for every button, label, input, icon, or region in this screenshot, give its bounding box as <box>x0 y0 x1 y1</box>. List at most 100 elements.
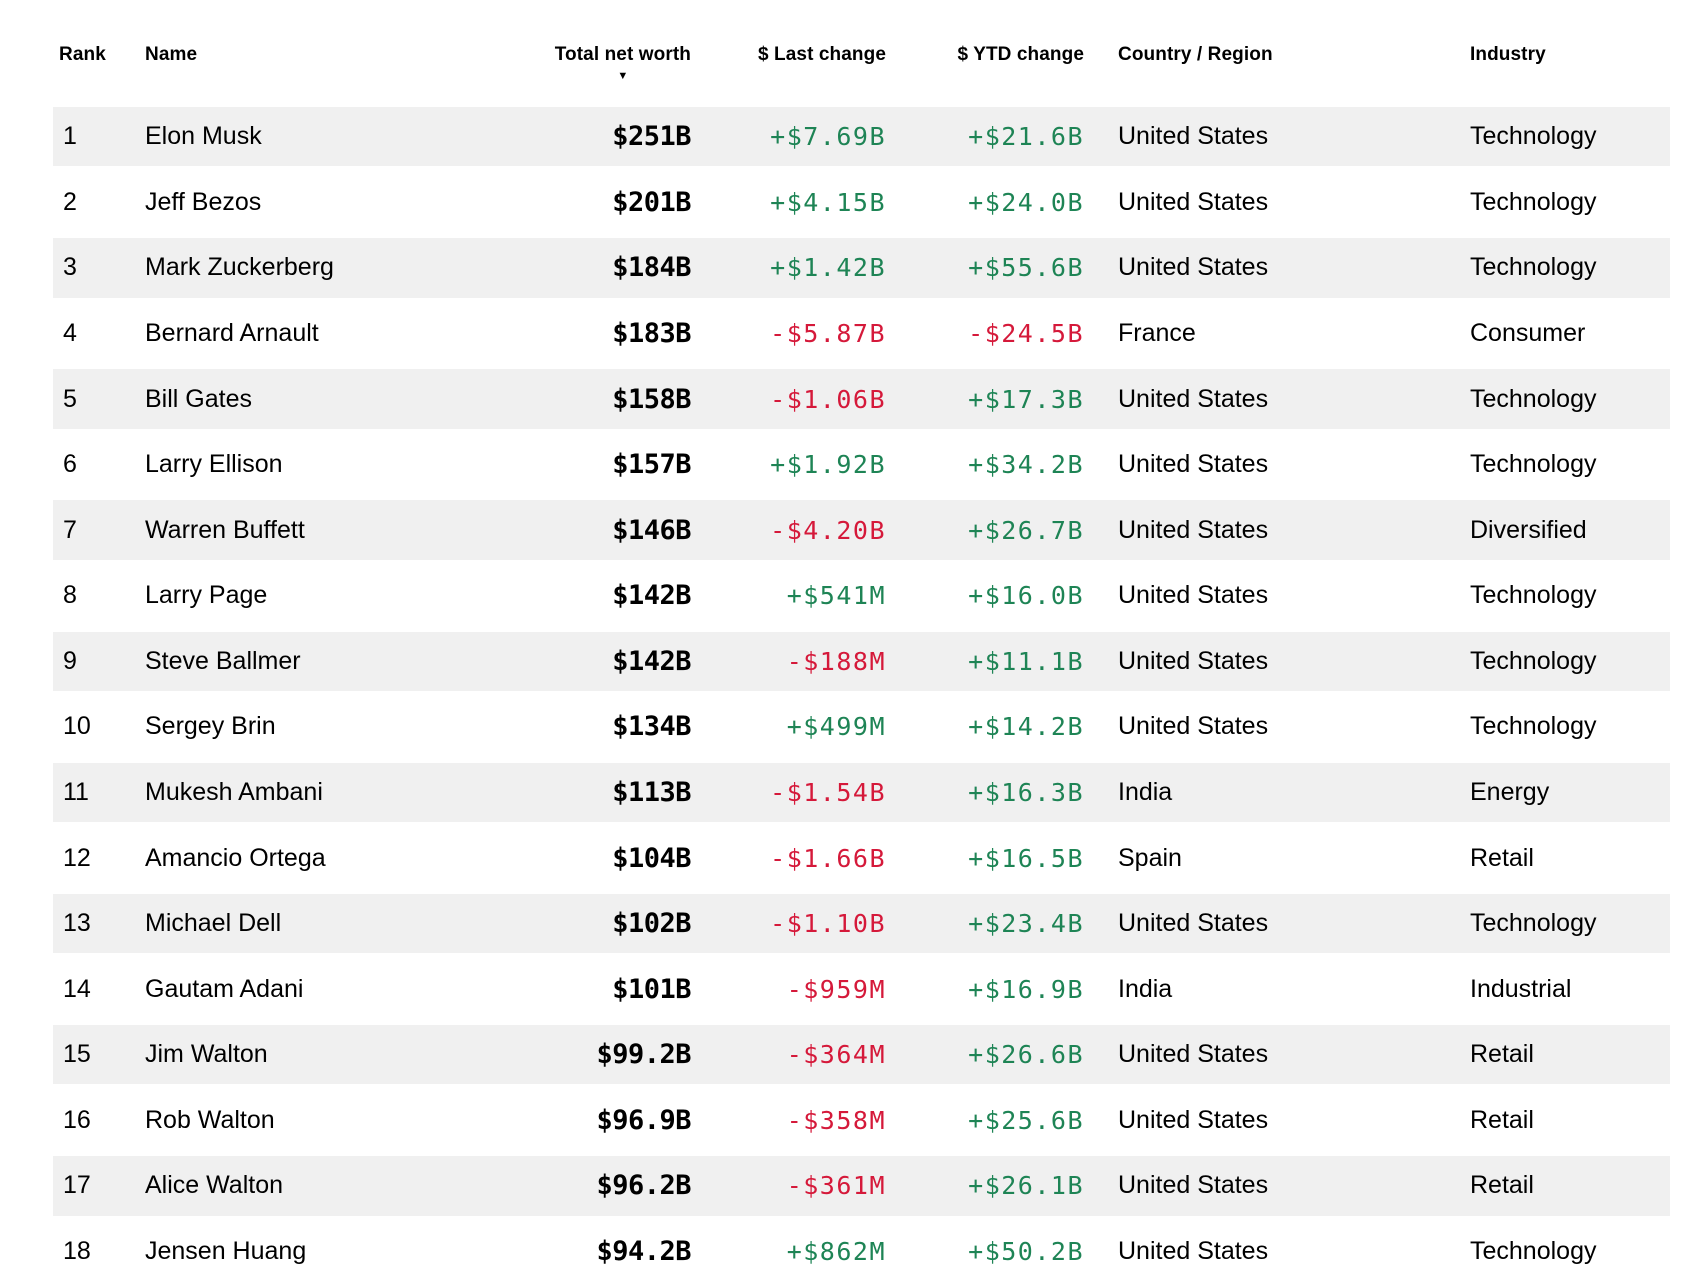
industry-cell: Technology <box>1470 714 1597 740</box>
last-change-cell: +$499M <box>786 714 886 740</box>
ytd-change-cell: +$11.1B <box>968 648 1084 674</box>
last-change-cell: -$188M <box>786 648 886 674</box>
name-cell[interactable]: Gautam Adani <box>145 976 304 1002</box>
name-cell[interactable]: Bernard Arnault <box>145 320 319 346</box>
ytd-change-cell: +$34.2B <box>968 452 1084 478</box>
last-change-cell: -$1.54B <box>770 779 886 805</box>
ytd-change-cell: +$16.9B <box>968 976 1084 1002</box>
last-change-cell: -$1.06B <box>770 386 886 412</box>
name-cell[interactable]: Steve Ballmer <box>145 648 301 674</box>
ytd-change-cell: +$21.6B <box>968 124 1084 150</box>
table-row: 2 Jeff Bezos $201B +$4.15B +$24.0B Unite… <box>53 173 1670 232</box>
net-worth-cell: $96.9B <box>596 1106 691 1134</box>
table-row: 9 Steve Ballmer $142B -$188M +$11.1B Uni… <box>53 631 1670 692</box>
name-cell[interactable]: Rob Walton <box>145 1107 275 1133</box>
industry-cell: Retail <box>1470 1042 1534 1068</box>
name-cell[interactable]: Michael Dell <box>145 911 282 937</box>
name-cell[interactable]: Alice Walton <box>145 1173 284 1199</box>
name-cell[interactable]: Bill Gates <box>145 386 252 412</box>
industry-cell: Technology <box>1470 583 1597 609</box>
name-cell[interactable]: Larry Ellison <box>145 452 283 478</box>
rank-cell: 15 <box>63 1042 91 1068</box>
table-row: 11 Mukesh Ambani $113B -$1.54B +$16.3B I… <box>53 762 1670 823</box>
rank-cell: 12 <box>63 845 91 871</box>
name-cell[interactable]: Jeff Bezos <box>145 189 262 215</box>
ytd-change-cell: +$55.6B <box>968 255 1084 281</box>
column-header-country-region[interactable]: Country / Region <box>1118 44 1273 65</box>
rank-cell: 9 <box>63 648 77 674</box>
name-cell[interactable]: Larry Page <box>145 583 268 609</box>
name-cell[interactable]: Mukesh Ambani <box>145 779 323 805</box>
country-cell: United States <box>1118 1173 1269 1199</box>
net-worth-cell: $113B <box>612 778 691 806</box>
country-cell: France <box>1118 320 1196 346</box>
net-worth-cell: $96.2B <box>596 1172 691 1200</box>
table-row: 8 Larry Page $142B +$541M +$16.0B United… <box>53 566 1670 625</box>
country-cell: United States <box>1118 714 1269 740</box>
table-row: 13 Michael Dell $102B -$1.10B +$23.4B Un… <box>53 893 1670 954</box>
table-row: 14 Gautam Adani $101B -$959M +$16.9B Ind… <box>53 960 1670 1019</box>
name-cell[interactable]: Sergey Brin <box>145 714 276 740</box>
table-row: 18 Jensen Huang $94.2B +$862M +$50.2B Un… <box>53 1222 1670 1276</box>
table-row: 5 Bill Gates $158B -$1.06B +$17.3B Unite… <box>53 369 1670 429</box>
table-row: 10 Sergey Brin $134B +$499M +$14.2B Unit… <box>53 697 1670 756</box>
industry-cell: Diversified <box>1470 517 1587 543</box>
ytd-change-cell: +$50.2B <box>968 1239 1084 1265</box>
name-cell[interactable]: Jim Walton <box>145 1042 268 1068</box>
country-cell: United States <box>1118 1239 1269 1265</box>
name-cell[interactable]: Elon Musk <box>145 124 262 150</box>
ytd-change-cell: -$24.5B <box>968 320 1084 346</box>
rank-cell: 18 <box>63 1239 91 1265</box>
sort-descending-icon: ▼ <box>617 70 629 82</box>
country-cell: United States <box>1118 648 1269 674</box>
table-row: 15 Jim Walton $99.2B -$364M +$26.6B Unit… <box>53 1025 1670 1085</box>
country-cell: United States <box>1118 1107 1269 1133</box>
net-worth-cell: $183B <box>612 319 691 347</box>
country-cell: United States <box>1118 452 1269 478</box>
industry-cell: Consumer <box>1470 320 1586 346</box>
industry-cell: Technology <box>1470 648 1597 674</box>
table-row: 16 Rob Walton $96.9B -$358M +$25.6B Unit… <box>53 1091 1670 1150</box>
net-worth-cell: $104B <box>612 844 691 872</box>
ytd-change-cell: +$16.5B <box>968 845 1084 871</box>
country-cell: United States <box>1118 911 1269 937</box>
last-change-cell: +$4.15B <box>770 189 886 215</box>
column-header-name[interactable]: Name <box>145 44 198 65</box>
column-header-rank[interactable]: Rank <box>59 44 106 65</box>
column-header-last-change[interactable]: $ Last change <box>757 44 886 65</box>
last-change-cell: -$1.66B <box>770 845 886 871</box>
ytd-change-cell: +$26.6B <box>968 1042 1084 1068</box>
ytd-change-cell: +$25.6B <box>968 1107 1084 1133</box>
ytd-change-cell: +$26.7B <box>968 517 1084 543</box>
last-change-cell: -$5.87B <box>770 320 886 346</box>
last-change-cell: -$1.10B <box>770 911 886 937</box>
country-cell: United States <box>1118 1042 1269 1068</box>
last-change-cell: -$361M <box>786 1173 886 1199</box>
column-header-ytd-change[interactable]: $ YTD change <box>957 44 1084 65</box>
ytd-change-cell: +$14.2B <box>968 714 1084 740</box>
name-cell[interactable]: Jensen Huang <box>145 1239 307 1265</box>
net-worth-cell: $142B <box>612 582 691 610</box>
industry-cell: Retail <box>1470 1107 1534 1133</box>
country-cell: United States <box>1118 124 1269 150</box>
name-cell[interactable]: Amancio Ortega <box>145 845 326 871</box>
last-change-cell: -$4.20B <box>770 517 886 543</box>
column-header-total-net-worth-label: Total net worth <box>554 44 691 65</box>
name-cell[interactable]: Mark Zuckerberg <box>145 255 334 281</box>
rank-cell: 13 <box>63 911 91 937</box>
column-header-industry[interactable]: Industry <box>1470 44 1546 65</box>
industry-cell: Technology <box>1470 124 1597 150</box>
rank-cell: 6 <box>63 452 77 478</box>
last-change-cell: +$1.92B <box>770 452 886 478</box>
industry-cell: Technology <box>1470 452 1597 478</box>
country-cell: India <box>1118 779 1173 805</box>
industry-cell: Technology <box>1470 386 1597 412</box>
rank-cell: 1 <box>63 124 77 150</box>
name-cell[interactable]: Warren Buffett <box>145 517 305 543</box>
net-worth-cell: $134B <box>612 713 691 741</box>
country-cell: India <box>1118 976 1173 1002</box>
column-header-total-net-worth[interactable]: Total net worth ▼ <box>541 44 691 82</box>
country-cell: United States <box>1118 189 1269 215</box>
ytd-change-cell: +$16.3B <box>968 779 1084 805</box>
